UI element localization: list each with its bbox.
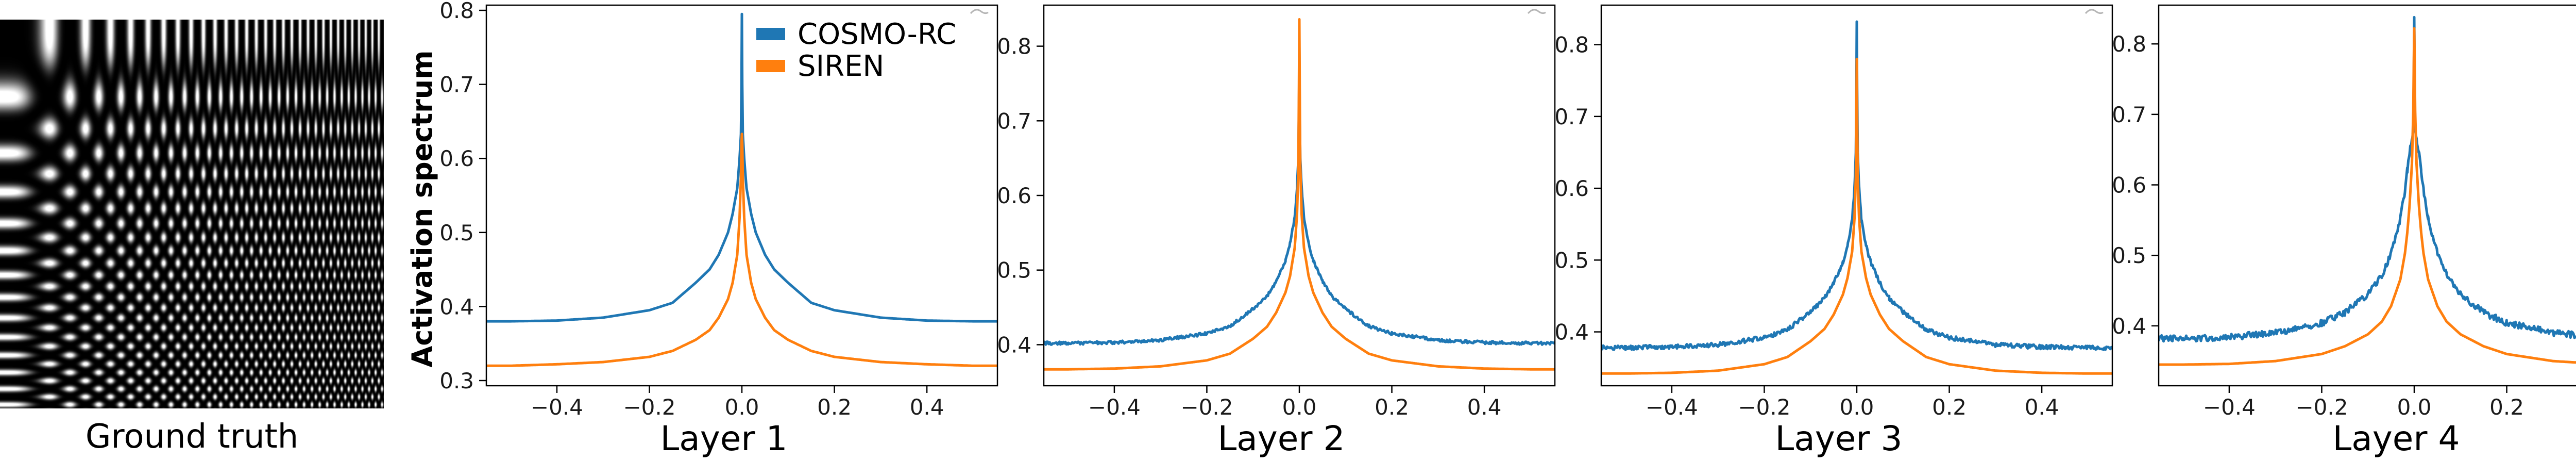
layer-2-panel: 0.4 0.5 0.6 0.7 0.8 −0.4 −0.2 0.0 0.2 0.4 Layer 2 [977, 0, 1562, 460]
svg-text:0.4: 0.4 [1467, 395, 1502, 420]
svg-text:0.0: 0.0 [2397, 395, 2432, 420]
svg-text:0.4: 0.4 [910, 395, 944, 420]
svg-text:0.7: 0.7 [2112, 102, 2146, 127]
svg-text:0.5: 0.5 [439, 220, 474, 245]
svg-text:0.2: 0.2 [2489, 395, 2524, 420]
layer-4-chart: 0.40.50.60.70.8−0.4−0.20.00.20.4 [2112, 4, 2576, 420]
svg-text:0.3: 0.3 [439, 368, 474, 393]
layer-1-panel: 0.3 0.4 0.5 0.6 0.7 0.8 −0.4 −0.2 0.0 0.2 0.4 COSMO… [419, 0, 1004, 460]
svg-text:0.0: 0.0 [1282, 395, 1317, 420]
svg-text:0.8: 0.8 [439, 0, 474, 23]
svg-text:0.5: 0.5 [2112, 243, 2146, 268]
svg-text:0.0: 0.0 [1840, 395, 1874, 420]
layer-4-panel: 0.40.50.60.70.8−0.4−0.20.00.20.4 Layer 4 [2092, 0, 2576, 460]
svg-text:0.8: 0.8 [1554, 32, 1589, 58]
svg-text:0.6: 0.6 [1554, 176, 1589, 201]
svg-text:−0.2: −0.2 [1738, 395, 1790, 420]
svg-text:−0.4: −0.4 [2203, 395, 2256, 420]
layer-2-chart: 0.4 0.5 0.6 0.7 0.8 −0.4 −0.2 0.0 0.2 0.4 [997, 4, 1556, 420]
svg-text:0.2: 0.2 [817, 395, 852, 420]
ground-truth-label: Ground truth [85, 418, 299, 456]
svg-text:0.7: 0.7 [997, 108, 1031, 134]
svg-text:−0.4: −0.4 [1088, 395, 1141, 420]
svg-text:0.5: 0.5 [997, 258, 1031, 283]
layer-2-title: Layer 2 [1217, 419, 1345, 458]
svg-text:SIREN: SIREN [798, 50, 884, 83]
svg-text:−0.4: −0.4 [1646, 395, 1698, 420]
svg-text:0.7: 0.7 [1554, 104, 1589, 129]
svg-text:0.4: 0.4 [2025, 395, 2059, 420]
svg-text:0.6: 0.6 [439, 146, 474, 171]
svg-text:−0.2: −0.2 [1180, 395, 1233, 420]
svg-text:0.4: 0.4 [997, 332, 1031, 357]
svg-text:0.7: 0.7 [439, 72, 474, 97]
layer-4-title: Layer 4 [2332, 419, 2460, 458]
svg-text:0.5: 0.5 [1554, 248, 1589, 273]
svg-text:0.4: 0.4 [1554, 320, 1589, 345]
layer-3-title: Layer 3 [1775, 419, 1903, 458]
legend-swatch-cosmo-rc [756, 28, 785, 40]
ground-truth-image [0, 20, 384, 408]
svg-text:0.6: 0.6 [2112, 173, 2146, 198]
legend-swatch-siren [756, 60, 785, 72]
svg-text:0.2: 0.2 [1932, 395, 1967, 420]
layer-1-chart: 0.3 0.4 0.5 0.6 0.7 0.8 −0.4 −0.2 0.0 0.2 0.4 COSMO… [439, 0, 998, 420]
svg-text:−0.2: −0.2 [2295, 395, 2348, 420]
svg-text:−0.2: −0.2 [623, 395, 675, 420]
layer-3-panel: 0.4 0.5 0.6 0.7 0.8 −0.4 −0.2 0.0 0.2 0.4 Layer 3 [1534, 0, 2119, 460]
svg-text:0.0: 0.0 [725, 395, 759, 420]
svg-text:0.8: 0.8 [997, 34, 1031, 59]
svg-text:0.6: 0.6 [997, 183, 1031, 208]
svg-text:0.4: 0.4 [439, 294, 474, 319]
svg-text:0.2: 0.2 [1375, 395, 1409, 420]
svg-text:−0.4: −0.4 [531, 395, 583, 420]
svg-text:0.8: 0.8 [2112, 31, 2146, 57]
svg-text:0.4: 0.4 [2112, 314, 2146, 339]
layer-1-title: Layer 1 [660, 419, 788, 458]
layer-3-chart: 0.4 0.5 0.6 0.7 0.8 −0.4 −0.2 0.0 0.2 0.4 [1554, 4, 2113, 420]
svg-text:COSMO-RC: COSMO-RC [798, 18, 956, 51]
